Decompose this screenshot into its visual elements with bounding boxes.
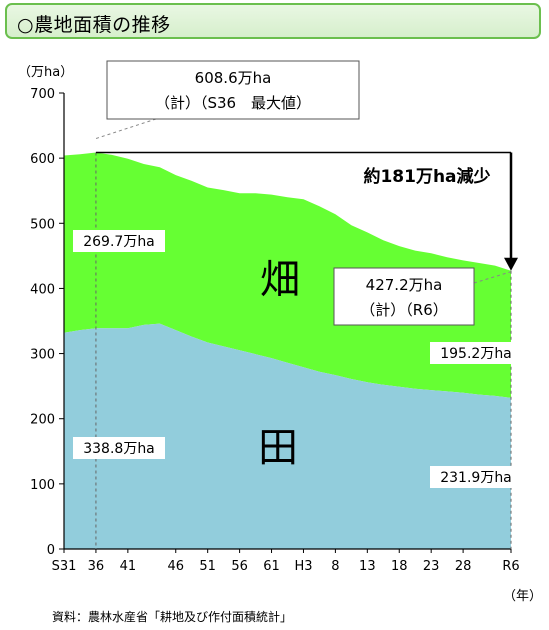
- x-tick-label: 18: [391, 559, 408, 574]
- paddy-area-label: 田: [258, 425, 298, 471]
- peak-callout-box: [106, 60, 360, 120]
- x-tick-label: 56: [231, 559, 248, 574]
- x-tick-label: 36: [88, 559, 105, 574]
- x-tick-label: 8: [331, 559, 339, 574]
- x-tick-label: H3: [294, 559, 312, 574]
- peak-leader-line: [95, 118, 157, 140]
- peak-callout-value: 608.6万ha: [195, 69, 272, 87]
- x-tick-label: 41: [120, 559, 137, 574]
- latest-callout-note: （計）（R6）: [360, 301, 447, 319]
- latest-callout-value: 427.2万ha: [366, 276, 443, 294]
- y-tick-label: 700: [30, 87, 55, 102]
- decrease-arrow-head: [504, 257, 518, 271]
- y-tick-label: 200: [30, 413, 55, 428]
- upland-area-label: 畑: [260, 257, 300, 303]
- x-tick-label: 13: [359, 559, 376, 574]
- y-tick-label: 100: [30, 478, 55, 493]
- data-label: 269.7万ha: [83, 234, 155, 250]
- x-tick-label: 28: [455, 559, 472, 574]
- paddy-area: [64, 323, 511, 549]
- data-label-bg: [73, 437, 165, 459]
- data-label-bg: [73, 230, 165, 252]
- upland-area: [64, 152, 511, 398]
- x-tick-label: S31: [52, 559, 77, 574]
- y-tick-label: 500: [30, 217, 55, 232]
- data-label-bg: [430, 342, 522, 364]
- y-tick-label: 400: [30, 282, 55, 297]
- y-tick-label: 300: [30, 348, 55, 363]
- source-note: 資料：農林水産省「耕地及び作付面積統計」: [52, 610, 293, 624]
- x-tick-label: 46: [167, 559, 184, 574]
- y-axis-title: （万ha）: [18, 65, 73, 80]
- latest-leader-line: [473, 271, 512, 284]
- x-tick-label: R6: [502, 559, 519, 574]
- data-label: 338.8万ha: [83, 441, 155, 457]
- data-label-bg: [430, 466, 522, 488]
- x-axis-title: （年）: [503, 589, 542, 604]
- x-tick-label: 51: [199, 559, 216, 574]
- x-tick-label: 61: [263, 559, 280, 574]
- data-label: 231.9万ha: [440, 470, 512, 486]
- x-tick-label: 23: [423, 559, 440, 574]
- data-label: 195.2万ha: [440, 346, 512, 362]
- y-tick-label: 0: [47, 543, 55, 558]
- y-tick-label: 600: [30, 152, 55, 167]
- page-title: ○農地面積の推移: [17, 14, 171, 36]
- decrease-label: 約181万ha減少: [363, 166, 490, 187]
- title-bar: ○農地面積の推移: [5, 3, 541, 39]
- peak-callout-note: （計）（S36 最大値）: [155, 94, 311, 112]
- latest-callout-box: [333, 267, 475, 326]
